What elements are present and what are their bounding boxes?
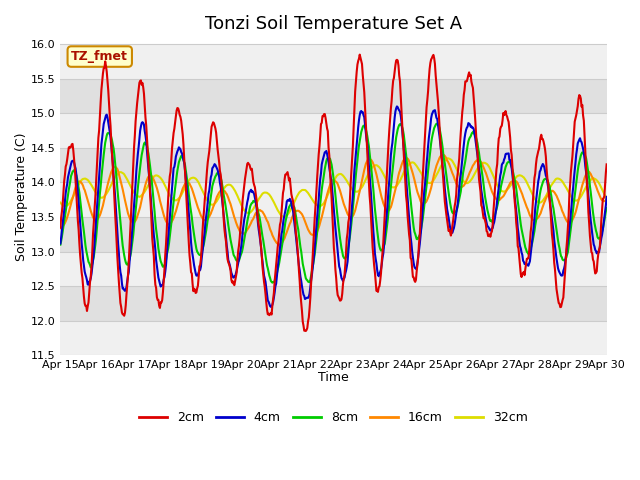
2cm bbox=[401, 180, 409, 185]
8cm bbox=[401, 138, 408, 144]
4cm bbox=[417, 226, 425, 231]
32cm bbox=[178, 191, 186, 197]
16cm bbox=[275, 242, 282, 248]
8cm bbox=[56, 242, 64, 248]
32cm bbox=[603, 196, 611, 202]
Legend: 2cm, 4cm, 8cm, 16cm, 32cm: 2cm, 4cm, 8cm, 16cm, 32cm bbox=[134, 406, 532, 429]
Bar bbox=[60, 321, 607, 355]
16cm bbox=[178, 188, 186, 194]
2cm bbox=[603, 161, 611, 167]
Line: 16cm: 16cm bbox=[60, 155, 607, 245]
8cm bbox=[207, 194, 214, 200]
2cm bbox=[207, 132, 214, 138]
4cm bbox=[207, 174, 214, 180]
8cm bbox=[417, 229, 424, 235]
2cm bbox=[67, 145, 74, 151]
16cm bbox=[56, 226, 64, 231]
32cm bbox=[67, 199, 74, 205]
4cm bbox=[123, 284, 131, 290]
2cm bbox=[56, 225, 64, 230]
2cm bbox=[417, 201, 425, 206]
4cm bbox=[267, 304, 275, 310]
32cm bbox=[444, 156, 452, 161]
4cm bbox=[603, 194, 611, 200]
16cm bbox=[67, 204, 74, 210]
4cm bbox=[401, 164, 409, 169]
Line: 2cm: 2cm bbox=[60, 55, 607, 331]
4cm bbox=[178, 150, 186, 156]
2cm bbox=[356, 52, 364, 58]
Bar bbox=[60, 148, 607, 182]
16cm bbox=[603, 196, 611, 202]
8cm bbox=[67, 179, 74, 184]
16cm bbox=[123, 204, 131, 210]
32cm bbox=[417, 169, 424, 175]
16cm bbox=[207, 211, 214, 216]
16cm bbox=[440, 152, 447, 158]
X-axis label: Time: Time bbox=[318, 372, 349, 384]
Bar bbox=[60, 79, 607, 113]
Title: Tonzi Soil Temperature Set A: Tonzi Soil Temperature Set A bbox=[205, 15, 462, 33]
Bar bbox=[60, 286, 607, 321]
16cm bbox=[401, 156, 408, 161]
Line: 4cm: 4cm bbox=[60, 107, 607, 307]
4cm bbox=[56, 240, 64, 246]
8cm bbox=[269, 280, 276, 286]
Line: 32cm: 32cm bbox=[60, 158, 607, 217]
32cm bbox=[401, 168, 408, 174]
8cm bbox=[603, 205, 611, 211]
2cm bbox=[178, 124, 186, 130]
16cm bbox=[417, 198, 424, 204]
4cm bbox=[393, 104, 401, 109]
8cm bbox=[123, 261, 131, 267]
Bar bbox=[60, 113, 607, 148]
Bar bbox=[60, 44, 607, 79]
4cm bbox=[67, 165, 74, 170]
32cm bbox=[281, 214, 289, 220]
32cm bbox=[56, 200, 64, 205]
8cm bbox=[178, 153, 186, 159]
Y-axis label: Soil Temperature (C): Soil Temperature (C) bbox=[15, 132, 28, 261]
Bar bbox=[60, 182, 607, 217]
8cm bbox=[433, 121, 440, 127]
32cm bbox=[207, 202, 214, 207]
2cm bbox=[302, 328, 310, 334]
Text: TZ_fmet: TZ_fmet bbox=[71, 50, 128, 63]
2cm bbox=[123, 291, 131, 297]
Line: 8cm: 8cm bbox=[60, 124, 607, 283]
32cm bbox=[123, 175, 131, 181]
Bar bbox=[60, 252, 607, 286]
Bar bbox=[60, 217, 607, 252]
